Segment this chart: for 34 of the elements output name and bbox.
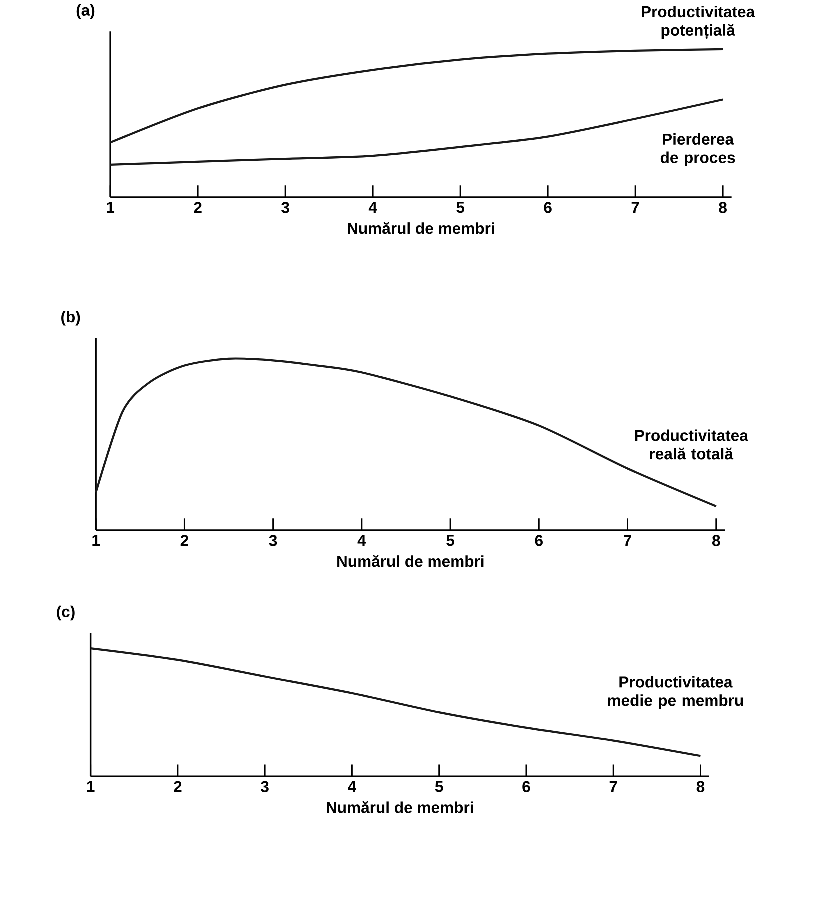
x-tick-label: 4	[358, 535, 366, 546]
series-label: Productivitatea medie pe membru	[608, 676, 743, 710]
series-label: Productivitatea potențială	[642, 6, 755, 40]
x-tick-label: 6	[522, 781, 530, 792]
x-tick-label: 7	[632, 202, 640, 214]
x-tick-label: 5	[435, 781, 444, 792]
x-tick-label: 3	[260, 781, 269, 793]
chart-title: (c)	[56, 606, 75, 621]
series-label: Productivitatea reală totală	[635, 430, 748, 460]
x-tick-label: 8	[712, 535, 720, 546]
chart-title: (b)	[61, 311, 80, 326]
x-tick-label: 8	[718, 202, 727, 214]
x-tick-label: 2	[194, 202, 202, 214]
x-tick-label: 2	[180, 535, 188, 546]
x-tick-label: 6	[544, 202, 552, 214]
x-tick-label: 8	[696, 781, 704, 792]
x-tick-label: 5	[456, 202, 464, 214]
x-tick-label: 3	[269, 535, 277, 546]
x-axis-title: Numărul de membri	[348, 222, 494, 234]
x-tick-label: 4	[368, 202, 378, 214]
x-tick-label: 1	[106, 202, 114, 214]
x-tick-label: 5	[446, 535, 454, 546]
x-tick-label: 4	[348, 781, 356, 792]
x-axis-title: Numărul de membri	[337, 555, 484, 568]
x-tick-label: 7	[624, 535, 632, 546]
x-tick-label: 2	[174, 781, 182, 792]
chart-title: (a)	[76, 4, 94, 20]
x-axis-title: Numărul de membri	[326, 802, 473, 814]
x-tick-label: 7	[610, 781, 618, 792]
x-tick-label: 6	[535, 535, 543, 546]
x-tick-label: 3	[281, 202, 290, 214]
x-tick-label: 1	[92, 535, 100, 546]
series-label: Pierderea de proces	[660, 133, 735, 167]
x-tick-label: 1	[87, 781, 95, 792]
